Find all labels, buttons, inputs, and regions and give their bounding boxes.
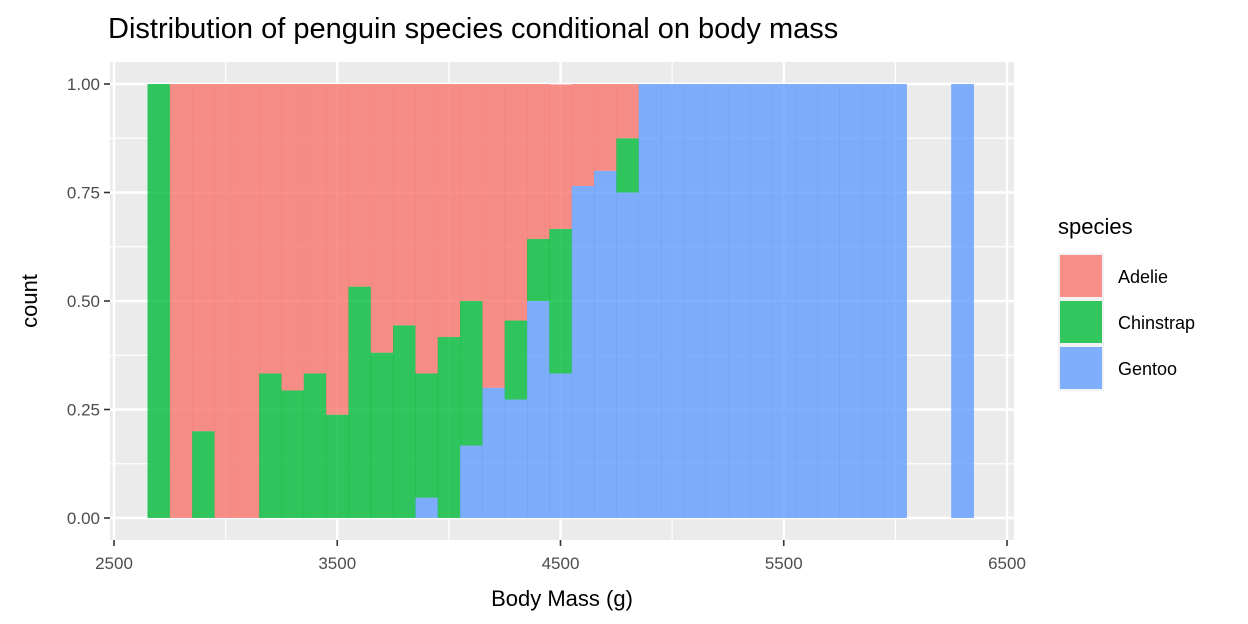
- bar-segment-gentoo: [527, 301, 550, 518]
- bar-segment-chinstrap: [437, 337, 461, 518]
- bar-segment-gentoo: [727, 84, 751, 518]
- bar-segment-adelie: [415, 84, 439, 374]
- bar-segment-gentoo: [549, 373, 573, 518]
- bar-segment-gentoo: [817, 84, 840, 518]
- bar-segment-chinstrap: [326, 414, 349, 518]
- x-tick-label: 5500: [765, 554, 803, 573]
- bar-segment-chinstrap: [415, 373, 439, 498]
- legend-items: Adelie Chinstrap Gentoo: [1058, 253, 1195, 391]
- x-tick-label: 2500: [95, 554, 133, 573]
- bar-segment-chinstrap: [527, 238, 550, 301]
- bar-segment-gentoo: [750, 84, 773, 518]
- bar-segment-gentoo: [593, 170, 617, 519]
- bar-segment-adelie: [259, 84, 282, 374]
- bar-segment-adelie: [169, 84, 193, 518]
- bar-segment-gentoo: [683, 84, 707, 518]
- legend-label-gentoo: Gentoo: [1118, 359, 1177, 379]
- legend-swatch-gentoo: [1060, 347, 1102, 389]
- bar-segment-chinstrap: [616, 138, 640, 193]
- x-axis: 2500 3500 4500 5500 6500: [95, 540, 1026, 573]
- bar-segment-chinstrap: [370, 352, 394, 518]
- bar-segment-chinstrap: [393, 325, 416, 518]
- bar-segment-adelie: [616, 84, 640, 139]
- bar-segment-adelie: [303, 84, 327, 374]
- bar-segment-adelie: [236, 84, 260, 518]
- bar-segment-chinstrap: [549, 228, 573, 374]
- bar-segment-chinstrap: [504, 320, 528, 400]
- bar-segment-gentoo: [660, 84, 684, 518]
- bar-segment-gentoo: [705, 84, 729, 518]
- bar-segment-gentoo: [460, 445, 483, 518]
- bar-segment-adelie: [192, 84, 215, 432]
- bar-segment-adelie: [370, 84, 394, 353]
- bar-segment-adelie: [549, 84, 573, 229]
- x-tick-label: 4500: [542, 554, 580, 573]
- bar-segment-adelie: [460, 84, 483, 301]
- y-tick-label: 0.50: [67, 292, 100, 311]
- legend-swatch-adelie: [1060, 255, 1102, 297]
- legend: species Adelie Chinstrap Gentoo: [1058, 214, 1195, 391]
- bar-segment-adelie: [504, 84, 528, 321]
- bar-segment-gentoo: [616, 192, 640, 518]
- bar-segment-chinstrap: [303, 373, 327, 518]
- y-tick-label: 0.75: [67, 184, 100, 203]
- bar-segment-gentoo: [794, 84, 818, 518]
- legend-title: species: [1058, 214, 1133, 239]
- bar-segment-adelie: [527, 84, 550, 239]
- bars-layer: [147, 84, 974, 519]
- bar-segment-gentoo: [638, 84, 662, 518]
- bar-segment-gentoo: [772, 84, 796, 518]
- bar-segment-adelie: [348, 84, 372, 287]
- bar-segment-adelie: [326, 84, 349, 415]
- bar-segment-gentoo: [482, 387, 506, 518]
- bar-segment-adelie: [482, 84, 506, 388]
- bar-segment-gentoo: [504, 399, 528, 518]
- bar-segment-adelie: [593, 84, 617, 171]
- bar-segment-chinstrap: [281, 390, 305, 518]
- legend-swatch-chinstrap: [1060, 301, 1102, 343]
- bar-segment-chinstrap: [192, 431, 215, 518]
- y-tick-label: 0.25: [67, 401, 100, 420]
- bar-segment-adelie: [571, 84, 595, 186]
- y-axis: 0.00 0.25 0.50 0.75 1.00: [67, 75, 110, 528]
- bar-segment-gentoo: [839, 84, 863, 518]
- y-tick-label: 1.00: [67, 75, 100, 94]
- legend-label-adelie: Adelie: [1118, 267, 1168, 287]
- bar-segment-gentoo: [415, 497, 439, 518]
- bar-segment-adelie: [214, 84, 238, 518]
- bar-segment-chinstrap: [460, 301, 483, 446]
- legend-label-chinstrap: Chinstrap: [1118, 313, 1195, 333]
- bar-segment-gentoo: [861, 84, 885, 518]
- bar-segment-chinstrap: [259, 373, 282, 518]
- bar-segment-adelie: [281, 84, 305, 391]
- bar-segment-adelie: [393, 84, 416, 326]
- x-tick-label: 3500: [318, 554, 356, 573]
- bar-segment-gentoo: [571, 185, 595, 519]
- bar-segment-gentoo: [951, 84, 974, 518]
- chart-title: Distribution of penguin species conditio…: [108, 13, 838, 45]
- bar-segment-chinstrap: [348, 286, 372, 518]
- bar-segment-gentoo: [884, 84, 907, 518]
- bar-segment-adelie: [437, 84, 461, 338]
- bar-segment-chinstrap: [147, 84, 171, 518]
- y-axis-title: count: [17, 274, 42, 328]
- x-axis-title: Body Mass (g): [491, 586, 633, 611]
- y-tick-label: 0.00: [67, 509, 100, 528]
- x-tick-label: 6500: [988, 554, 1026, 573]
